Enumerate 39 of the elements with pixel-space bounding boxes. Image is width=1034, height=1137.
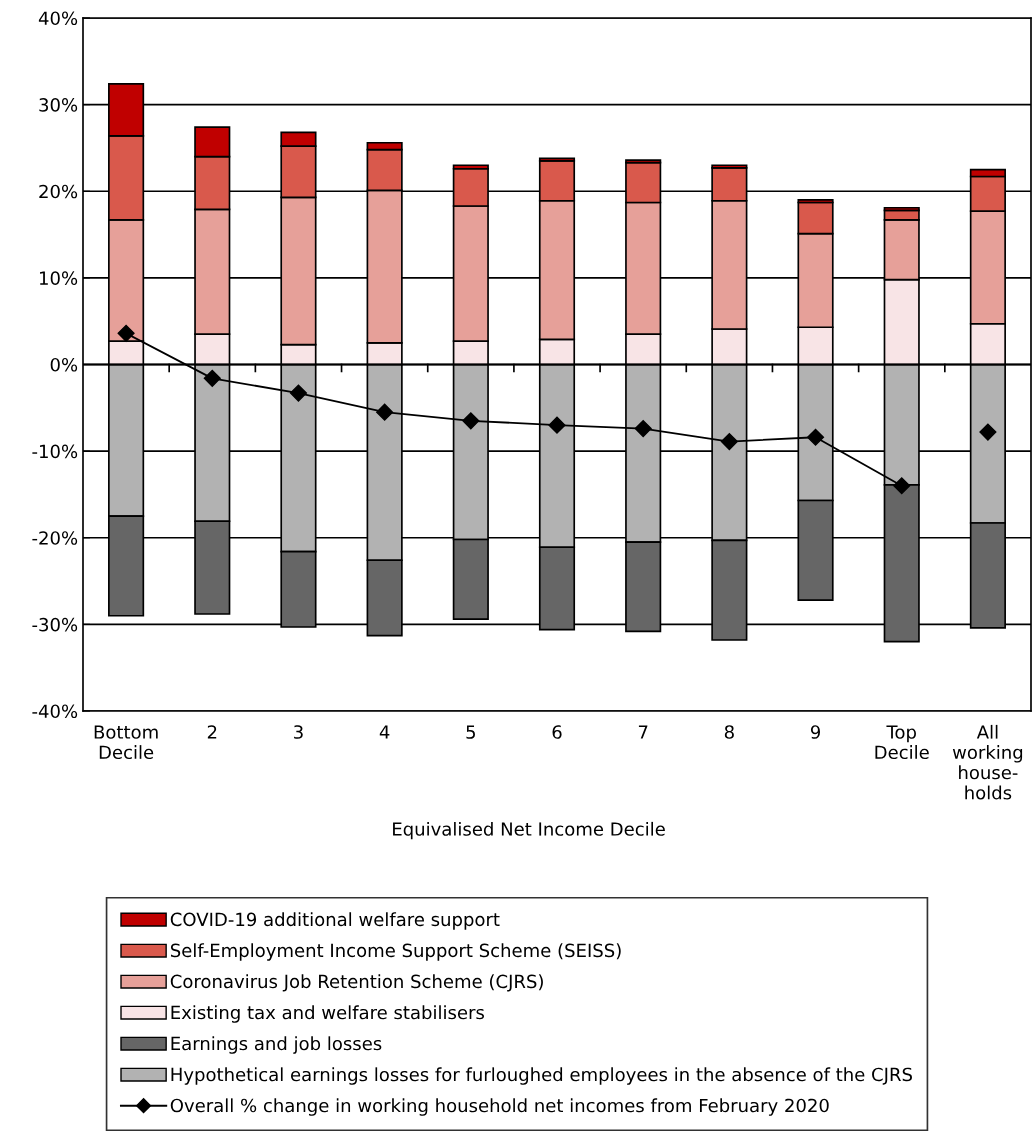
x-tick-label: 8 [724, 725, 734, 739]
y-tick-label: 20% [39, 184, 78, 199]
y-tick-label: 0% [50, 357, 78, 372]
y-tick-label: -40% [32, 704, 78, 719]
point [376, 403, 394, 421]
legend-label: Hypothetical earnings losses for furloughed employees in the absence of the CJRS [171, 1067, 912, 1085]
point [979, 423, 997, 441]
legend-label: Existing tax and welfare stabilisers [171, 1005, 484, 1023]
x-axis-title: Equivalised Net Income Decile [393, 821, 665, 840]
point [117, 324, 135, 342]
point [806, 428, 825, 446]
x-tick-label: 5 [466, 725, 475, 739]
x-tick-label: 4 [379, 725, 390, 739]
legend-label: COVID-19 additional welfare support [170, 912, 500, 930]
point [893, 477, 911, 495]
y-tick-label: -20% [32, 531, 78, 545]
x-tick-label: 7 [638, 725, 648, 739]
x-tick-label: Bottom Decile [94, 725, 158, 760]
x-tick-label: 3 [294, 725, 303, 739]
y-tick-label: 10% [39, 271, 78, 285]
point [289, 384, 308, 402]
x-tick-label: Top Decile [875, 725, 929, 760]
legend-label: Earnings and job losses [171, 1036, 382, 1054]
x-tick-label: All working house- holds [952, 724, 1023, 800]
point [548, 416, 566, 434]
x-tick-label: 9 [810, 725, 821, 739]
legend-label: Overall % change in working household net incomes from February 2020 [170, 1098, 829, 1116]
y-tick-label: 40% [38, 11, 78, 26]
legend-label: Self-Employment Income Support Scheme (SEISS) [170, 943, 621, 961]
x-tick-label: 6 [552, 725, 562, 739]
point [634, 420, 652, 438]
y-tick-label: -30% [32, 617, 78, 632]
point [462, 412, 480, 430]
legend-label: Coronavirus Job Retention Scheme (CJRS) [170, 974, 543, 992]
y-tick-label: -10% [32, 444, 78, 459]
x-tick-label: 2 [207, 725, 217, 739]
point [720, 433, 738, 451]
y-tick-label: 30% [39, 98, 78, 112]
point [203, 369, 221, 387]
